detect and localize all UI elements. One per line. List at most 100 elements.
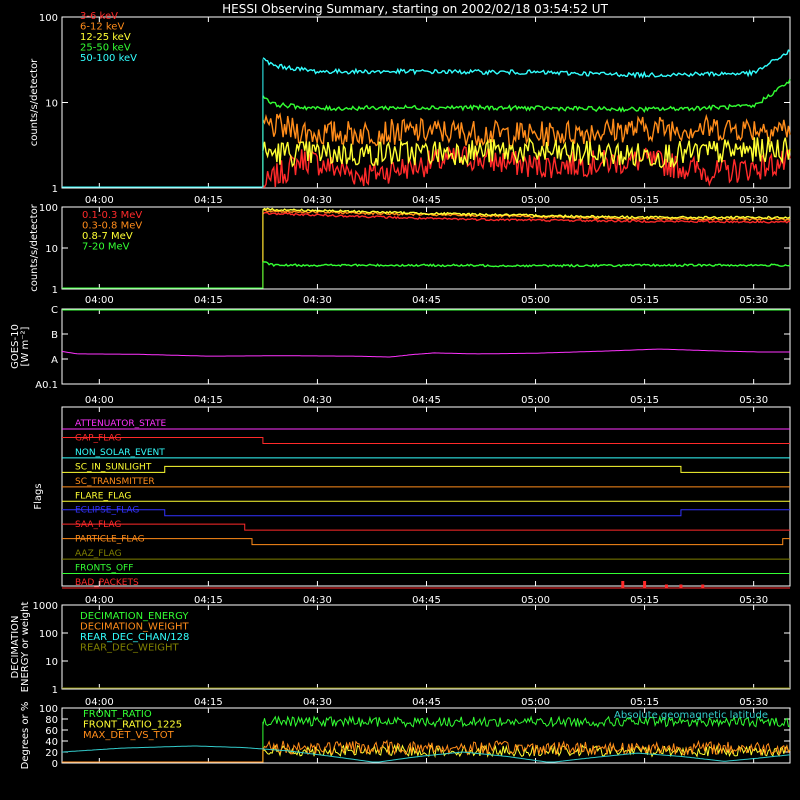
x-tick-label: 05:30 [739,595,768,606]
legend-entry: 0.1-0.3 MeV [82,210,142,221]
series-50-100 keV [62,49,791,188]
series-trace-0 [61,348,790,358]
x-tick-label: 04:00 [85,195,114,206]
legend-entry: FRONT_RATIO [83,709,152,720]
y-axis-label: counts/s/detector [29,203,40,291]
y-tick-label: 20 [45,748,58,759]
legend-entry: FRONT_RATIO_1225 [83,720,182,731]
y-tick-label: 40 [45,737,58,748]
x-tick-label: 05:15 [630,195,659,206]
series-trace-3 [61,745,791,763]
legend-entry: DECIMATION_ENERGY [80,611,189,622]
series-line [262,136,791,169]
x-tick-label: 04:00 [85,595,114,606]
series-7-20 MeV [62,260,791,289]
series-line [262,112,791,148]
flag-line [62,465,790,473]
legend-entry: 3-6 keV [80,11,118,22]
y-tick-label: 100 [39,629,58,640]
x-tick-label: 04:15 [194,395,223,406]
series-line [61,745,791,763]
x-tick-label: 04:45 [412,295,441,306]
series-line [62,747,264,763]
flag-spike [643,581,647,588]
y-axis-label: Flags [33,483,44,509]
x-tick-label: 04:45 [412,595,441,606]
x-tick-label: 04:30 [303,195,332,206]
flag-line [62,509,790,517]
legend-entry: MAX_DET_VS_TOT [83,730,175,741]
y-axis-label: counts/s/detector [29,58,40,146]
y-tick-label: A [51,355,58,366]
legend-entry: REAR_DEC_CHAN/128 [80,632,189,643]
x-tick-label: 05:30 [739,195,768,206]
y-tick-label: 60 [45,726,58,737]
x-tick-label: 05:00 [521,295,550,306]
y-tick-label: C [51,305,58,316]
x-tick-label: 04:30 [303,295,332,306]
x-tick-label: 04:15 [194,295,223,306]
series-line [262,211,791,224]
y-axis-label: [W m⁻²] [20,326,31,366]
x-tick-label: 05:15 [630,595,659,606]
x-tick-label: 04:15 [194,595,223,606]
panel-flags: Flags 04:00 04:15 04:30 04:45 05:00 05:15 05:30… [33,406,791,606]
flag-label: ECLIPSE_FLAG [75,506,139,516]
legend-entry: 6-12 keV [80,22,124,33]
y-tick-label: 0 [52,759,58,770]
x-tick-label: 04:30 [303,697,332,708]
flag-label: PARTICLE_FLAG [75,535,145,545]
series-line [262,78,791,113]
y-tick-label: B [51,330,58,341]
panel-lowe: 1 10 100 counts/s/detector 04:00 04:15 04:30 04… [29,11,791,206]
x-tick-label: 04:15 [194,697,223,708]
panel-goes: A0.1 A B C GOES-10 [W m⁻²] 04:00 04:15 04:30 04:4… [10,305,791,406]
y-tick-label: 10 [45,99,58,110]
y-tick-label: 1 [52,184,58,195]
flag-label: ATTENUATOR_STATE [75,419,167,429]
flag-spike [679,584,683,588]
flag-label: AAZ_FLAG [75,549,122,559]
legend-entry: 7-20 MeV [82,242,130,253]
series-line [262,207,791,220]
x-tick-label: 05:00 [521,697,550,708]
legend-entry: DECIMATION_WEIGHT [80,622,189,633]
y-tick-label: 100 [39,203,58,214]
legend-entry: 0.3-0.8 MeV [82,221,142,232]
flag-line [62,436,790,444]
flag-spike [621,581,625,588]
legend-entry: 0.8-7 MeV [82,231,133,242]
y-tick-label: 100 [39,13,58,24]
y-tick-label: 10 [45,657,58,668]
x-tick-label: 05:00 [521,195,550,206]
y-axis-label: Degrees or % [20,702,31,770]
series-line [62,262,264,289]
series-line [262,743,791,759]
x-tick-label: 05:30 [739,295,768,306]
x-tick-label: 04:00 [85,697,114,708]
y-tick-label: 1000 [33,601,58,612]
y-axis-label: GOES-10 [10,324,21,369]
x-tick-label: 04:00 [85,295,114,306]
x-tick-label: 04:00 [85,395,114,406]
series-line [262,209,791,222]
x-tick-label: 04:45 [412,195,441,206]
chart-title: HESSI Observing Summary, starting on 200… [222,2,608,16]
series-line [262,145,791,189]
flag-label: SC_IN_SUNLIGHT [75,462,152,472]
x-tick-label: 05:30 [739,697,768,708]
flag-label: BAD_PACKETS [75,578,139,588]
flag-line [62,538,790,546]
flag-label: SC_TRANSMITTER [75,477,155,487]
x-tick-label: 05:00 [521,595,550,606]
series-line [262,260,791,268]
series-line [262,715,790,728]
x-tick-label: 04:45 [412,697,441,708]
legend-entry: REAR_DEC_WEIGHT [80,643,179,654]
series-line [262,49,791,79]
series-line [62,59,264,188]
x-tick-label: 05:15 [630,295,659,306]
